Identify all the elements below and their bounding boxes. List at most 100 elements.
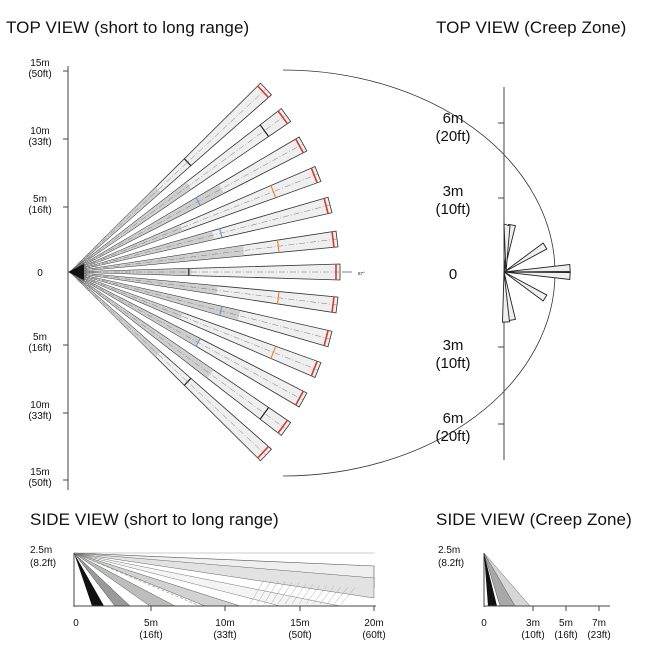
beam-tip-marker (294, 138, 305, 154)
beam-zone-inner (70, 272, 214, 379)
creep-beam (503, 271, 571, 280)
beam-range-marker (276, 239, 280, 253)
beam-range-marker (270, 346, 277, 359)
beam-tip-marker (257, 85, 270, 99)
side-view-range-diagram: 0 5m(16ft) 10m(33ft) 15m(50ft) 20m(60ft) 2.5… (30, 545, 386, 641)
coverage-angle-label: 87° (358, 271, 365, 276)
top-range-axis-value: 10m (30, 126, 49, 137)
side-view-creep-title: SIDE VIEW (Creep Zone) (436, 510, 632, 529)
side-range-zone-floor (74, 553, 104, 606)
top-creep-axis-value: 3m (443, 183, 464, 200)
side-range-tick-value: 5m (144, 618, 158, 629)
top-creep-axis-value: 3m (443, 337, 464, 354)
beam-zone-inner (70, 272, 183, 320)
top-range-axis-value: 0 (37, 268, 43, 279)
beam-centerline (69, 204, 331, 273)
top-creep-axis-feet: (20ft) (435, 128, 470, 145)
side-creep-tick-value: 5m (559, 618, 573, 629)
top-creep-axis-labels: 6m(20ft)3m(10ft)03m(10ft)6m(20ft) (435, 110, 470, 445)
creep-beam (503, 264, 571, 273)
side-range-height-ft: (8.2ft) (30, 558, 56, 569)
side-range-tick-value: 15m (290, 618, 309, 629)
side-creep-tick-value: 0 (481, 618, 487, 629)
hatch-line (312, 585, 328, 605)
side-range-tick-feet: (16ft) (139, 630, 162, 641)
hatch-line (319, 585, 335, 605)
hatch-line (249, 579, 265, 605)
beam-zone-inner (70, 184, 224, 272)
beam-tip-marker (331, 296, 335, 313)
hatch-line (263, 581, 279, 605)
top-range-axis-value: 5m (33, 194, 47, 205)
side-view-range-title: SIDE VIEW (short to long range) (30, 510, 279, 529)
hatch-line (298, 584, 314, 605)
side-range-tick-feet: (50ft) (288, 630, 311, 641)
side-range-height-m: 2.5m (30, 545, 52, 556)
top-creep-axis-feet: (10ft) (435, 201, 470, 218)
beam-range-marker (195, 197, 201, 206)
beam-range-marker (183, 158, 192, 167)
side-range-tick-value: 20m (364, 618, 383, 629)
beam-centerline (69, 88, 267, 273)
side-creep-tick-value: 7m (592, 618, 606, 629)
top-creep-axis-value: 0 (449, 266, 457, 283)
beam-zone-inner (70, 231, 215, 272)
side-creep-ticks: 0 3m(10ft) 5m(16ft) 7m(23ft) (481, 606, 611, 641)
hatch-line (291, 583, 307, 605)
top-creep-axis-value: 6m (443, 110, 464, 127)
top-range-axis-value: 15m (30, 58, 49, 69)
beam-zone-inner (70, 272, 201, 347)
side-creep-tick-feet: (23ft) (587, 630, 610, 641)
creep-beam (502, 271, 510, 323)
side-creep-tick-feet: (10ft) (521, 630, 544, 641)
beam-zone-inner (70, 272, 241, 321)
beam-zone-inner (70, 224, 183, 272)
creep-beam (503, 271, 548, 302)
top-creep-axis-value: 6m (443, 410, 464, 427)
side-range-tick-value: 0 (73, 618, 79, 629)
side-range-ticks: 0 5m(16ft) 10m(33ft) 15m(50ft) 20m(60ft) (73, 606, 386, 641)
top-range-beams (68, 82, 341, 462)
beam-centerline (69, 271, 319, 371)
beam-range-marker (219, 306, 223, 316)
side-range-tick-value: 10m (215, 618, 234, 629)
hatch-line (305, 584, 321, 605)
beam-range-marker (276, 291, 280, 305)
side-range-green-edge (73, 552, 201, 607)
hatch-line (284, 582, 300, 605)
beam-tip-marker (310, 360, 318, 377)
top-range-axis-feet: (33ft) (28, 137, 51, 148)
hatch-line (333, 587, 349, 605)
hatch-line (340, 587, 356, 605)
top-range-axis-feet: (50ft) (28, 478, 51, 489)
beam-tip-marker (257, 445, 270, 459)
top-range-axis-feet: (50ft) (28, 69, 51, 80)
beam-tip-marker (323, 198, 329, 214)
beam-tip-marker (294, 390, 305, 406)
side-creep-zone-floor (484, 553, 497, 606)
beam-centerline (69, 114, 287, 273)
beam-tip-marker (323, 330, 329, 346)
side-range-tick-feet: (33ft) (213, 630, 236, 641)
beam-centerline (69, 238, 338, 273)
beam-range-marker (259, 407, 270, 420)
top-creep-ticks (498, 122, 504, 425)
beam-zone-inner (70, 245, 245, 272)
top-range-axis-value: 10m (30, 400, 49, 411)
top-range-axis-labels: 15m(50ft)10m(33ft)5m(16ft)05m(16ft)10m(3… (28, 58, 68, 489)
beam-range-marker (183, 377, 192, 386)
top-range-axis-value: 5m (33, 332, 47, 343)
beam-tip-marker (331, 231, 335, 248)
beam-centerline (69, 271, 331, 340)
hatch-line (270, 581, 286, 605)
creep-beam (503, 242, 548, 273)
side-range-zone-long (73, 552, 375, 599)
beam-centerline (69, 271, 267, 456)
beam-tip-marker (310, 167, 318, 184)
top-creep-beams (502, 223, 571, 323)
beam-tip-marker (277, 110, 289, 125)
sensor-origin (68, 264, 84, 280)
beam-zone-inner (70, 272, 218, 295)
side-creep-tick-value: 3m (526, 618, 540, 629)
